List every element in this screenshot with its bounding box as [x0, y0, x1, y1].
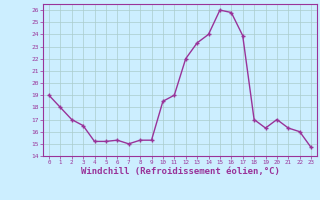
X-axis label: Windchill (Refroidissement éolien,°C): Windchill (Refroidissement éolien,°C) [81, 167, 279, 176]
